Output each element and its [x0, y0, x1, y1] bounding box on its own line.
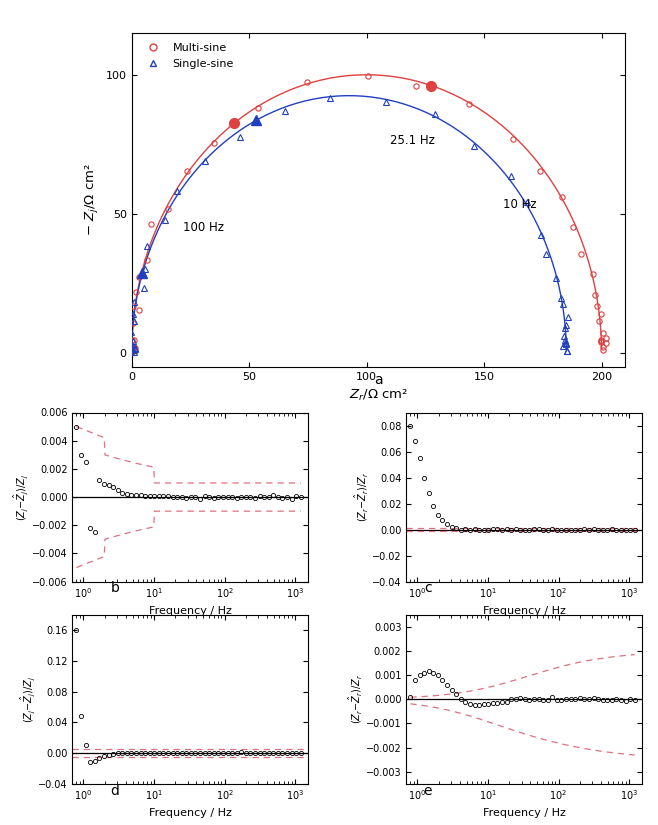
Y-axis label: ($Z_r$$-$$\hat{Z}_r$)/$Z_r$: ($Z_r$$-$$\hat{Z}_r$)/$Z_r$	[353, 472, 370, 522]
X-axis label: Frequency / Hz: Frequency / Hz	[149, 606, 232, 615]
Text: b: b	[111, 582, 120, 596]
Y-axis label: − $Z_j$/Ω cm²: − $Z_j$/Ω cm²	[83, 163, 100, 237]
Text: 25.1 Hz: 25.1 Hz	[390, 134, 435, 148]
Text: 10 Hz: 10 Hz	[503, 199, 536, 211]
X-axis label: $Z_r$/Ω cm²: $Z_r$/Ω cm²	[349, 388, 408, 403]
Text: d: d	[111, 785, 120, 799]
Y-axis label: ($Z_j$$-$$\hat{Z}_j$)/$Z_j$: ($Z_j$$-$$\hat{Z}_j$)/$Z_j$	[12, 474, 30, 521]
Text: e: e	[424, 785, 432, 799]
Text: a: a	[374, 373, 383, 387]
Y-axis label: ($Z_j$$-$$\hat{Z}_j$)/$Z_j$: ($Z_j$$-$$\hat{Z}_j$)/$Z_j$	[18, 676, 37, 723]
X-axis label: Frequency / Hz: Frequency / Hz	[482, 606, 565, 615]
Legend: Multi-sine, Single-sine: Multi-sine, Single-sine	[137, 39, 239, 73]
X-axis label: Frequency / Hz: Frequency / Hz	[482, 808, 565, 818]
Text: 100 Hz: 100 Hz	[184, 221, 224, 233]
X-axis label: Frequency / Hz: Frequency / Hz	[149, 808, 232, 818]
Y-axis label: ($Z_r$$-$$\hat{Z}_r$)/$Z_r$: ($Z_r$$-$$\hat{Z}_r$)/$Z_r$	[347, 674, 365, 724]
Text: c: c	[424, 582, 432, 596]
